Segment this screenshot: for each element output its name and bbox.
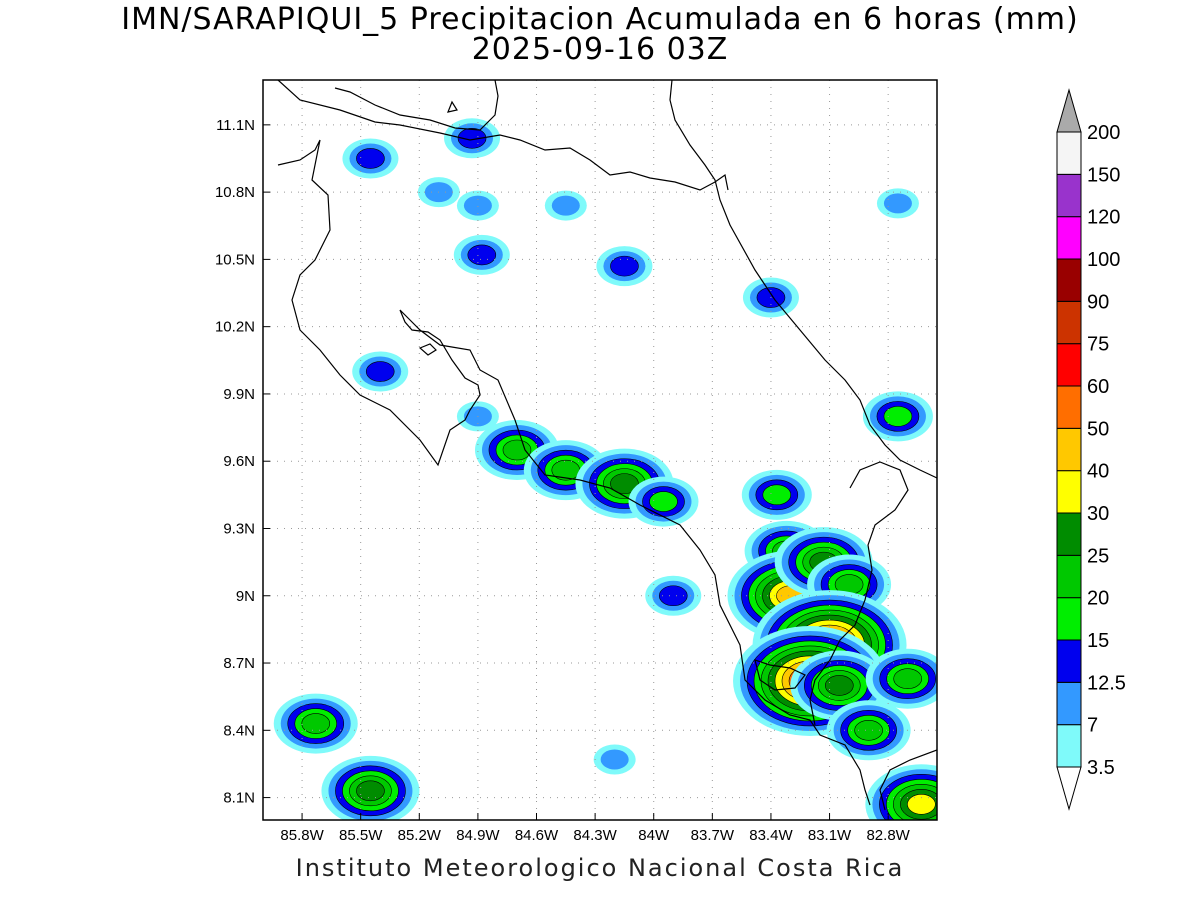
colorbar-label: 50	[1087, 418, 1109, 440]
lon-tick-label: 84.9W	[456, 827, 500, 844]
lon-tick-label: 82.8W	[866, 827, 910, 844]
osa-peninsula	[754, 659, 806, 691]
precip-contour	[883, 193, 912, 214]
map-grid	[263, 80, 937, 820]
island-outline	[418, 343, 437, 356]
colorbar-label: 150	[1087, 164, 1120, 186]
precip-contour	[907, 794, 936, 815]
colorbar-swatch	[1056, 681, 1082, 726]
colorbar-swatch	[1056, 554, 1082, 599]
lat-tick-label: 9.6N	[223, 453, 255, 470]
colorbar-label: 30	[1087, 503, 1109, 525]
colorbar-swatch	[1056, 216, 1082, 260]
colorbar-label: 100	[1087, 249, 1120, 271]
footer-credit: Instituto Meteorologico Nacional Costa R…	[295, 854, 905, 882]
colorbar: 3.5 7 12.5 15 20 25 30 40 50 60 75 90 100 120 150 200	[1056, 88, 1126, 811]
precip-contour	[356, 780, 385, 802]
lat-tick-label: 9N	[236, 588, 255, 605]
lon-tick-label: 83.7W	[691, 827, 735, 844]
precip-contour	[457, 128, 487, 149]
precip-contour	[301, 713, 331, 734]
chart-subtitle-datetime: 2025-09-16 03Z	[471, 32, 729, 67]
colorbar-label: 90	[1087, 291, 1109, 313]
pacific-coastline	[277, 139, 871, 806]
colorbar-swatch	[1056, 385, 1082, 429]
lon-tick-label: 84.6W	[515, 827, 559, 844]
colorbar-label: 20	[1087, 588, 1109, 610]
precip-contour	[356, 148, 385, 169]
lat-tick-label: 8.4N	[223, 722, 255, 739]
precip-contour	[854, 720, 883, 741]
lon-tick-label: 83.1W	[808, 827, 852, 844]
lon-tick-label: 84.3W	[573, 827, 617, 844]
colorbar-label: 15	[1087, 630, 1109, 652]
lon-tick-label: 85.5W	[339, 827, 383, 844]
colorbar-swatch	[1056, 470, 1082, 514]
lat-tick-label: 9.9N	[223, 386, 255, 403]
colorbar-over-triangle	[1056, 88, 1082, 133]
colorbar-swatch	[1056, 427, 1082, 472]
lat-tick-label: 8.7N	[223, 655, 255, 672]
colorbar-swatch	[1056, 724, 1082, 768]
colorbar-label: 200	[1087, 122, 1120, 144]
lake-shore	[334, 80, 499, 131]
precip-contour	[762, 484, 792, 506]
lon-tick-label: 83.4W	[749, 827, 793, 844]
precip-contour	[502, 439, 532, 461]
colorbar-swatch	[1056, 173, 1082, 218]
precip-contour	[649, 491, 678, 512]
nicaragua-border	[277, 80, 729, 191]
lat-tick-label: 10.5N	[215, 251, 255, 268]
colorbar-label: 75	[1087, 334, 1109, 356]
lake-island	[447, 100, 458, 113]
precip-contour	[551, 195, 580, 216]
colorbar-label: 120	[1087, 207, 1120, 229]
lat-tick-label: 11.1N	[216, 117, 255, 134]
map-axes: 11.1N 10.8N 10.5N 10.2N 9.9N 9.6N 9.3N 9N 8.7N 8.…	[215, 117, 911, 844]
colorbar-swatch	[1056, 300, 1082, 345]
precip-contour	[610, 473, 639, 494]
panama-border	[809, 461, 909, 726]
colorbar-swatch	[1056, 597, 1082, 641]
colorbar-label: 7	[1087, 715, 1098, 737]
lat-tick-label: 9.3N	[223, 520, 255, 537]
lat-tick-label: 8.1N	[223, 790, 255, 807]
colorbar-label: 12.5	[1087, 672, 1126, 694]
precip-contour	[600, 749, 629, 770]
lat-tick-label: 10.2N	[215, 319, 255, 336]
precip-contour	[551, 459, 581, 481]
precip-contour	[825, 675, 854, 696]
precip-contour	[658, 585, 688, 607]
map-frame	[262, 79, 938, 821]
precip-contour	[883, 406, 913, 427]
precip-contour	[365, 361, 395, 382]
precip-contour	[467, 244, 497, 266]
colorbar-label: 40	[1087, 461, 1109, 483]
colorbar-swatch	[1056, 131, 1082, 175]
colorbar-swatch	[1056, 639, 1082, 683]
colorbar-label: 3.5	[1087, 757, 1115, 779]
lon-tick-label: 85.2W	[398, 827, 442, 844]
lon-tick-label: 84W	[638, 827, 670, 844]
lat-tick-label: 10.8N	[215, 184, 255, 201]
colorbar-swatch	[1056, 258, 1082, 302]
colorbar-swatch	[1056, 512, 1082, 556]
colorbar-swatch	[1056, 343, 1082, 387]
colorbar-under-triangle	[1056, 766, 1082, 811]
precip-contour	[610, 255, 639, 277]
precip-contour	[893, 668, 922, 690]
precip-contour	[463, 195, 492, 216]
panama-coastline	[879, 749, 937, 811]
colorbar-label: 60	[1087, 376, 1109, 398]
caribbean-coastline	[669, 80, 937, 479]
lon-tick-label: 85.8W	[280, 827, 324, 844]
colorbar-label: 25	[1087, 545, 1109, 567]
chart-title: IMN/SARAPIQUI_5 Precipitacion Acumulada …	[121, 2, 1079, 37]
coastlines-and-borders	[277, 80, 937, 811]
precipitation-field	[273, 118, 937, 820]
